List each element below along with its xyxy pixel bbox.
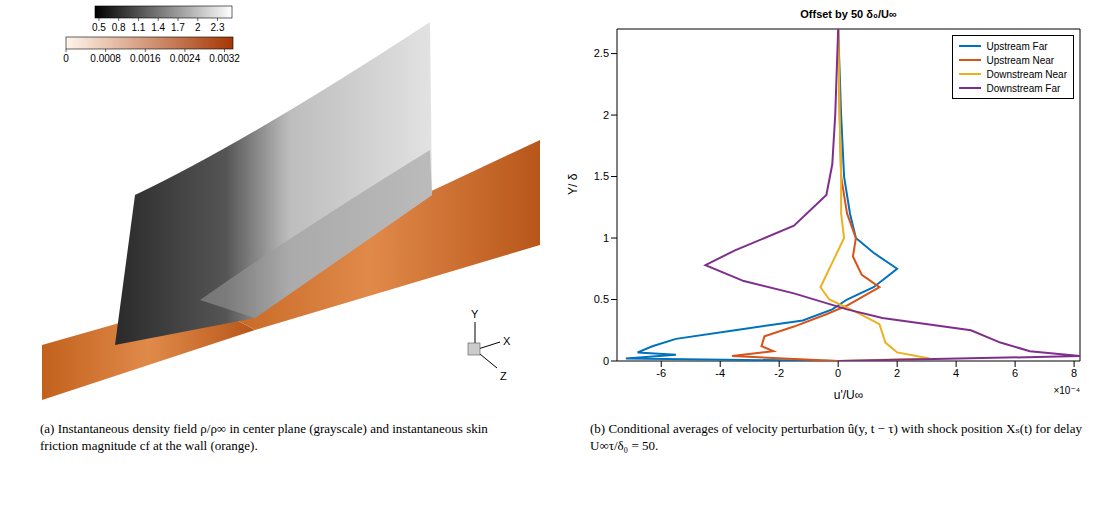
svg-text:0.8: 0.8 xyxy=(112,22,126,33)
svg-text:0: 0 xyxy=(63,53,69,64)
html-text:Downstream Far: Downstream Far xyxy=(986,82,1061,94)
svg-text:0.0024: 0.0024 xyxy=(170,53,201,64)
svg-text:0.5: 0.5 xyxy=(92,22,106,33)
svg-text:2.5: 2.5 xyxy=(594,47,609,59)
svg-text:2: 2 xyxy=(603,109,609,121)
html-text:Upstream Near: Upstream Near xyxy=(986,54,1055,66)
svg-text:0.0016: 0.0016 xyxy=(130,53,161,64)
svg-text:0: 0 xyxy=(603,355,609,367)
svg-text:2.3: 2.3 xyxy=(211,22,225,33)
html-text:Upstream Far: Upstream Far xyxy=(986,40,1048,52)
svg-text:-2: -2 xyxy=(774,367,784,379)
svg-text:0.5: 0.5 xyxy=(594,293,609,305)
svg-text:Y/ δ: Y/ δ xyxy=(566,173,580,195)
html-text:(b) Conditional averages of ve: (b) Conditional averages of velocity per… xyxy=(590,421,1082,453)
svg-text:X: X xyxy=(503,335,511,347)
svg-text:Z: Z xyxy=(500,370,507,382)
svg-text:2: 2 xyxy=(195,22,201,33)
html-text:(a) Instantaneous density fiel: (a) Instantaneous density field ρ/ρ∞ in … xyxy=(40,421,488,453)
svg-text:8: 8 xyxy=(1071,367,1077,379)
svg-text:1.7: 1.7 xyxy=(171,22,185,33)
svg-text:1.5: 1.5 xyxy=(594,170,609,182)
svg-text:0.0008: 0.0008 xyxy=(90,53,121,64)
svg-text:-6: -6 xyxy=(656,367,666,379)
svg-text:1.1: 1.1 xyxy=(132,22,146,33)
html-text:Offset by 50 δ₀/U∞: Offset by 50 δ₀/U∞ xyxy=(800,8,897,20)
svg-text:u'/U∞: u'/U∞ xyxy=(834,388,864,402)
svg-text:Y: Y xyxy=(471,308,479,320)
svg-text:-4: -4 xyxy=(715,367,725,379)
svg-text:1: 1 xyxy=(603,232,609,244)
svg-text:4: 4 xyxy=(953,367,959,379)
html-text:Downstream Near: Downstream Near xyxy=(986,68,1067,80)
svg-text:2: 2 xyxy=(894,367,900,379)
svg-text:6: 6 xyxy=(1012,367,1018,379)
html-text:×10⁻⁴: ×10⁻⁴ xyxy=(1053,385,1080,396)
svg-text:1.4: 1.4 xyxy=(151,22,165,33)
svg-text:0.0032: 0.0032 xyxy=(209,53,240,64)
svg-text:0: 0 xyxy=(835,367,841,379)
